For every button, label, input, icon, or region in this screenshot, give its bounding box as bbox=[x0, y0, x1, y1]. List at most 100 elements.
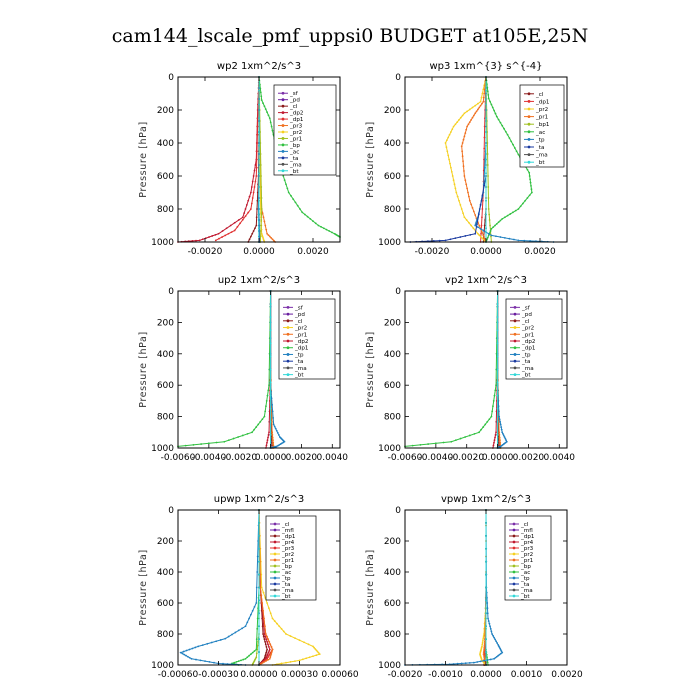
series-line-ac bbox=[230, 510, 260, 666]
y-tick-label: 800 bbox=[384, 630, 401, 640]
x-tick-label: 0.00000 bbox=[240, 670, 277, 680]
data-point bbox=[491, 633, 493, 635]
legend-label: _ma bbox=[289, 162, 302, 168]
data-point bbox=[268, 654, 270, 657]
data-point bbox=[268, 420, 271, 423]
data-point bbox=[214, 233, 217, 236]
data-point bbox=[260, 219, 263, 221]
data-point bbox=[471, 116, 474, 119]
data-point bbox=[258, 612, 260, 615]
data-point bbox=[268, 235, 271, 238]
data-point bbox=[468, 195, 470, 198]
data-point bbox=[493, 441, 495, 444]
data-point bbox=[269, 355, 272, 358]
data-point bbox=[461, 155, 464, 158]
data-point bbox=[485, 158, 487, 161]
data-point bbox=[251, 197, 254, 199]
data-point bbox=[276, 431, 279, 434]
legend-marker bbox=[527, 122, 531, 126]
data-point bbox=[482, 88, 485, 91]
x-tick-label: 0.00030 bbox=[281, 670, 318, 680]
series-line-tp bbox=[179, 509, 260, 666]
legend-marker bbox=[281, 117, 285, 121]
data-point bbox=[495, 410, 498, 413]
data-point bbox=[486, 164, 489, 166]
data-point bbox=[267, 658, 269, 661]
data-point bbox=[241, 627, 244, 630]
data-point bbox=[452, 663, 455, 665]
data-point bbox=[500, 426, 503, 428]
data-point bbox=[276, 622, 278, 625]
data-point bbox=[205, 237, 207, 240]
data-point bbox=[261, 235, 264, 238]
data-point bbox=[492, 634, 494, 637]
data-point bbox=[486, 420, 489, 423]
y-tick-label: 1000 bbox=[151, 661, 174, 671]
data-point bbox=[263, 220, 266, 223]
data-point bbox=[498, 434, 501, 436]
data-point bbox=[264, 635, 267, 638]
data-point bbox=[463, 170, 465, 172]
data-point bbox=[309, 218, 312, 220]
y-tick-label: 1000 bbox=[151, 444, 174, 454]
data-point bbox=[256, 617, 259, 620]
data-point bbox=[512, 143, 514, 146]
data-point bbox=[223, 440, 226, 443]
data-point bbox=[259, 164, 262, 166]
data-point bbox=[260, 224, 262, 227]
data-point bbox=[462, 160, 464, 163]
x-tick-label: -0.0040 bbox=[191, 453, 226, 463]
data-point bbox=[472, 661, 475, 664]
data-point bbox=[268, 657, 271, 660]
data-point bbox=[466, 110, 468, 113]
data-point bbox=[250, 653, 252, 656]
data-point bbox=[262, 238, 265, 241]
data-point bbox=[481, 643, 484, 646]
legend-marker bbox=[281, 137, 285, 140]
data-point bbox=[485, 547, 487, 550]
legend: _cl_dp1 _pr2 _pr1_bp1 _ac_tp _ta _ma_bt bbox=[519, 84, 565, 168]
data-point bbox=[496, 434, 499, 436]
y-tick-label: 600 bbox=[157, 599, 174, 609]
data-point bbox=[505, 439, 507, 442]
data-point bbox=[218, 237, 220, 240]
data-point bbox=[184, 444, 187, 447]
data-point bbox=[210, 641, 213, 644]
data-point bbox=[262, 216, 265, 219]
data-point bbox=[504, 130, 507, 133]
data-point bbox=[258, 573, 260, 576]
y-tick-label: 400 bbox=[384, 139, 401, 149]
data-point bbox=[517, 239, 520, 242]
data-point bbox=[497, 410, 500, 413]
data-point bbox=[267, 643, 269, 646]
legend-label: _bt bbox=[521, 373, 531, 379]
legend-marker bbox=[273, 558, 277, 562]
data-point bbox=[255, 175, 258, 177]
data-point bbox=[315, 649, 318, 652]
data-point bbox=[458, 119, 460, 121]
data-point bbox=[496, 316, 499, 319]
data-point bbox=[250, 235, 252, 238]
data-point bbox=[483, 147, 486, 150]
data-point bbox=[268, 410, 271, 413]
legend: _sf_pd_cl_dp2_dp1_pr3_pr2_pr1_bp_ac_ta_m… bbox=[273, 84, 337, 176]
data-point bbox=[267, 434, 270, 436]
data-point bbox=[474, 104, 477, 107]
data-point bbox=[485, 117, 487, 120]
data-point bbox=[463, 216, 466, 219]
data-point bbox=[493, 657, 495, 660]
data-point bbox=[499, 420, 502, 423]
data-point bbox=[460, 662, 463, 665]
data-point bbox=[476, 223, 478, 226]
legend-label: _ta bbox=[521, 359, 530, 365]
data-point bbox=[477, 102, 479, 105]
legend-marker bbox=[281, 149, 285, 153]
data-point bbox=[255, 166, 258, 169]
legend-label: _bt bbox=[281, 594, 291, 600]
panel-title: wp2 1xm^2/s^3 bbox=[217, 61, 301, 72]
data-point bbox=[294, 660, 296, 663]
data-point bbox=[468, 221, 470, 224]
data-point bbox=[482, 234, 485, 237]
data-point bbox=[459, 203, 462, 206]
data-point bbox=[451, 128, 454, 131]
